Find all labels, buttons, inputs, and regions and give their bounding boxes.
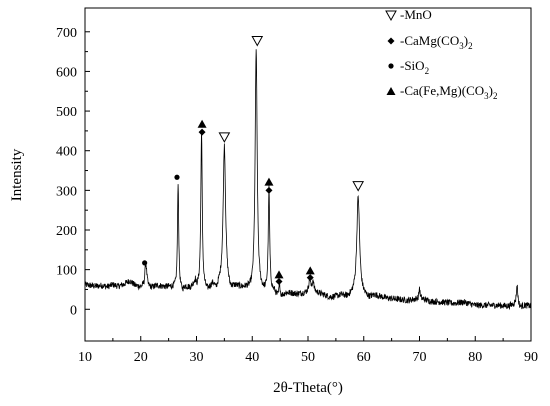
sio2-marker-icon bbox=[174, 174, 180, 180]
x-axis-title: 2θ-Theta(°) bbox=[273, 380, 343, 396]
mno-marker-icon bbox=[218, 132, 231, 143]
y-tick-label: 700 bbox=[56, 26, 77, 41]
y-axis-title: Intensity bbox=[9, 148, 25, 201]
legend-entry-label: -CaMg(CO3)2 bbox=[400, 33, 473, 51]
xrd-pattern-line bbox=[84, 49, 532, 311]
legend-entry-label: -Ca(Fe,Mg)(CO3)2 bbox=[400, 83, 497, 101]
mno-marker-icon bbox=[352, 181, 365, 192]
x-tick-label: 60 bbox=[357, 350, 371, 365]
dolomite-marker-icon bbox=[265, 186, 273, 194]
x-tick-label: 20 bbox=[134, 350, 148, 365]
x-tick-label: 40 bbox=[245, 350, 259, 365]
mno-marker-icon bbox=[251, 36, 264, 47]
y-tick-label: 200 bbox=[56, 224, 77, 239]
ankerite-marker-icon bbox=[386, 87, 396, 95]
x-tick-label: 10 bbox=[78, 350, 92, 365]
ankerite-marker-icon bbox=[197, 119, 207, 128]
mno-marker-icon bbox=[385, 10, 397, 22]
y-tick-label: 500 bbox=[56, 105, 77, 120]
dolomite-marker-icon bbox=[275, 278, 283, 286]
y-tick-label: 600 bbox=[56, 65, 77, 80]
x-tick-label: 30 bbox=[190, 350, 204, 365]
y-tick-label: 300 bbox=[56, 184, 77, 199]
legend-entry-label: -MnO bbox=[400, 7, 432, 22]
plot-frame bbox=[84, 7, 532, 342]
legend-entry-label: -SiO2 bbox=[400, 58, 429, 76]
axis-tick-labels: 10 20 30 40 50 60 70 80 90 0 100 200 300 400 500 600 700 bbox=[56, 26, 538, 365]
dolomite-marker-icon bbox=[306, 274, 314, 282]
dolomite-marker-icon bbox=[198, 128, 206, 136]
axis-ticks bbox=[84, 31, 532, 341]
sio2-marker-icon bbox=[388, 63, 394, 69]
y-tick-label: 400 bbox=[56, 145, 77, 160]
y-tick-label: 0 bbox=[70, 303, 77, 318]
dolomite-marker-icon bbox=[387, 37, 395, 45]
x-tick-label: 80 bbox=[468, 350, 482, 365]
phase-markers bbox=[142, 36, 365, 286]
ankerite-marker-icon bbox=[264, 177, 274, 186]
ankerite-marker-icon bbox=[305, 266, 315, 275]
x-tick-label: 70 bbox=[413, 350, 427, 365]
x-tick-label: 90 bbox=[524, 350, 538, 365]
x-tick-label: 50 bbox=[301, 350, 315, 365]
ankerite-marker-icon bbox=[274, 270, 284, 279]
legend: -MnO -CaMg(CO3)2 -SiO2 -Ca(Fe,Mg)(CO3)2 bbox=[385, 7, 497, 101]
sio2-marker-icon bbox=[142, 260, 148, 266]
y-tick-label: 100 bbox=[56, 264, 77, 279]
